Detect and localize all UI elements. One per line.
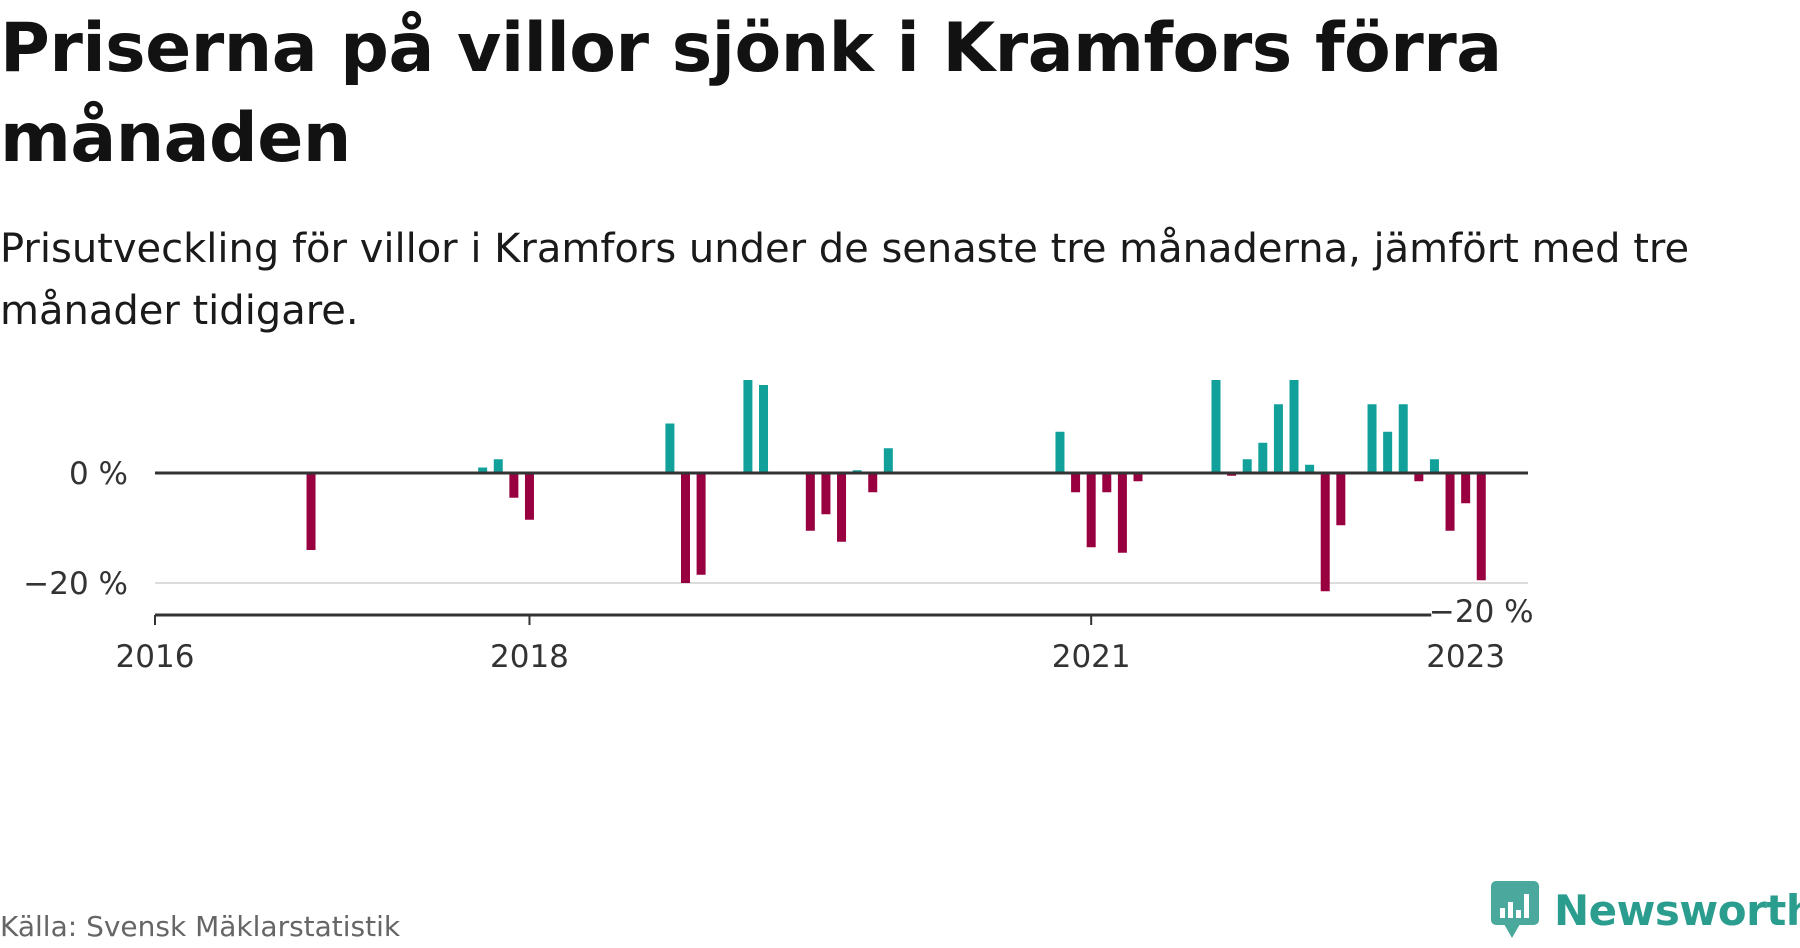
- bar-negative: [696, 473, 706, 575]
- bar-negative: [821, 473, 831, 515]
- bar-positive: [1211, 380, 1221, 473]
- bar-chart: 20 % 0 % −20 % 2016 2018 2021 2023 −20 %: [23, 380, 1534, 675]
- bar-negative: [1117, 473, 1127, 553]
- x-tick-label: 2016: [116, 639, 195, 675]
- chart-title: Priserna på villor sjönk i Kramfors förr…: [0, 9, 1502, 178]
- bar-positive: [478, 467, 488, 473]
- chart-subtitle: Prisutveckling för villor i Kramfors und…: [0, 226, 1690, 334]
- bar-positive: [1273, 404, 1283, 473]
- bar-negative: [1071, 473, 1081, 493]
- bar-negative: [1414, 473, 1424, 482]
- bar-positive: [759, 385, 769, 473]
- bar-negative: [1133, 473, 1143, 482]
- bar-positive: [743, 380, 753, 473]
- bar-negative: [1445, 473, 1455, 531]
- bar-negative: [1320, 473, 1330, 592]
- bar-negative: [837, 473, 847, 542]
- bar-negative: [306, 473, 316, 550]
- bar-negative: [524, 473, 534, 520]
- bar-positive: [1305, 464, 1315, 473]
- y-tick-label: −20 %: [23, 566, 128, 602]
- source-note: Källa: Svensk Mäklarstatistik: [0, 910, 401, 943]
- last-value-label: −20 %: [1429, 594, 1534, 630]
- bar-positive: [493, 459, 503, 473]
- x-tick-label: 2023: [1426, 639, 1505, 675]
- bar-positive: [1258, 442, 1268, 473]
- bar-positive: [1383, 431, 1393, 473]
- bar-positive: [1398, 404, 1408, 473]
- newsworthy-logo-icon: [1491, 881, 1539, 938]
- y-tick-label: 20 %: [49, 380, 128, 382]
- y-tick-label: 0 %: [69, 456, 128, 492]
- last-value-label-bg: [1431, 593, 1532, 627]
- bar-positive: [1242, 459, 1252, 473]
- newsworthy-logo: Newsworthy: [1490, 880, 1800, 940]
- bar-negative: [1336, 473, 1346, 526]
- brand-name: Newsworthy: [1554, 885, 1800, 935]
- bar-negative: [1102, 473, 1112, 493]
- bar-positive: [665, 423, 675, 473]
- bar-negative: [1086, 473, 1096, 548]
- bar-negative: [1476, 473, 1486, 581]
- bar-negative: [805, 473, 815, 531]
- bar-positive: [1367, 404, 1377, 473]
- bar-positive: [1289, 380, 1299, 473]
- bar-positive: [883, 448, 893, 473]
- bar-negative: [1461, 473, 1471, 504]
- x-tick-label: 2021: [1052, 639, 1131, 675]
- bar-positive: [1429, 459, 1439, 473]
- bar-negative: [868, 473, 878, 493]
- x-tick-label: 2018: [490, 639, 569, 675]
- bar-positive: [1055, 431, 1065, 473]
- bar-negative: [509, 473, 519, 498]
- bar-negative: [681, 473, 691, 583]
